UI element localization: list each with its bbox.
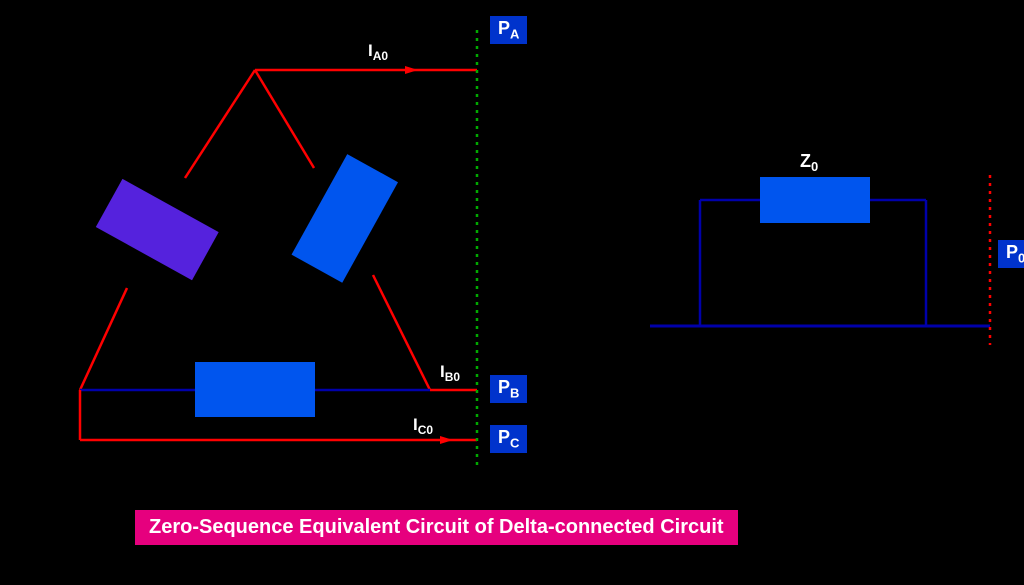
arrow-IC0 bbox=[440, 436, 453, 444]
resistor-right bbox=[292, 154, 398, 283]
label-IC0: IC0 bbox=[413, 415, 433, 437]
arrow-IA0 bbox=[405, 66, 418, 74]
circuit-svg: IA0 IB0 IC0 Z0 bbox=[0, 0, 1024, 585]
label-IB0: IB0 bbox=[440, 362, 460, 384]
label-IA0: IA0 bbox=[368, 41, 388, 63]
resistor-Z0 bbox=[760, 177, 870, 223]
label-PB: PB bbox=[490, 375, 527, 403]
resistor-left bbox=[96, 179, 219, 280]
label-PA: PA bbox=[490, 16, 527, 44]
label-Z0: Z0 bbox=[800, 151, 818, 174]
resistor-bottom bbox=[195, 362, 315, 417]
caption: Zero-Sequence Equivalent Circuit of Delt… bbox=[135, 510, 738, 545]
label-P0: P0 bbox=[998, 240, 1024, 268]
label-PC: PC bbox=[490, 425, 527, 453]
